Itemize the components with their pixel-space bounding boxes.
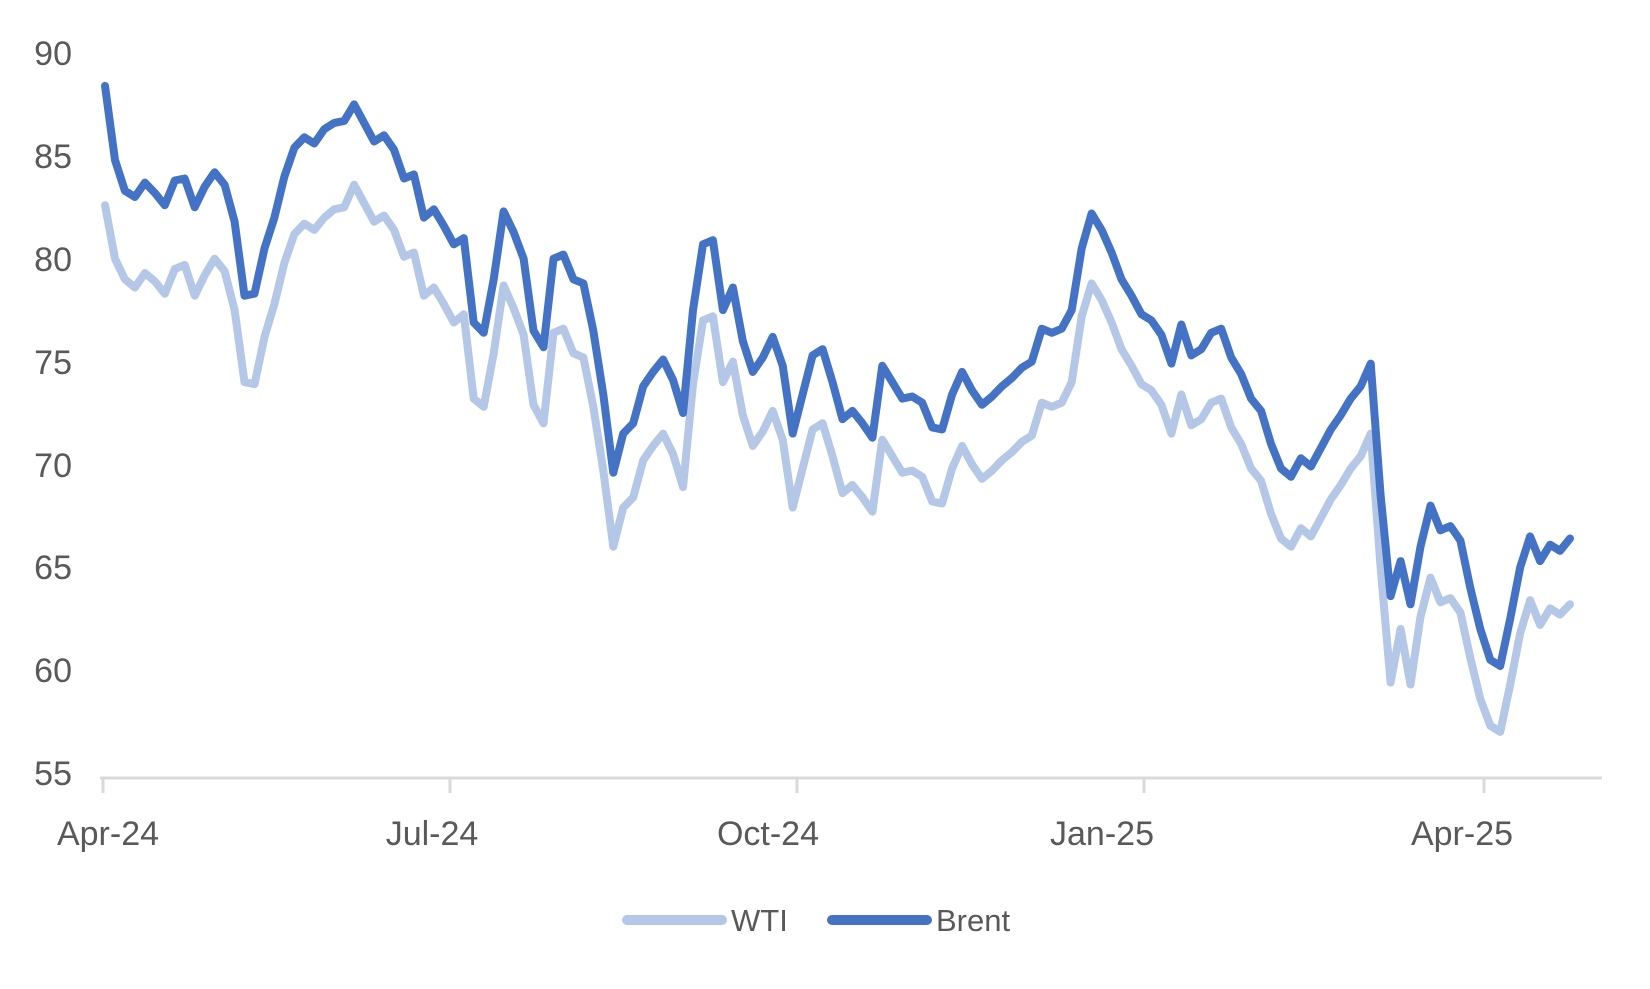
x-axis-label: Oct-24 [717,815,819,853]
y-axis-label: 65 [34,549,72,587]
y-axis-label: 80 [34,241,72,279]
y-axis-label: 60 [34,652,72,690]
x-axis-label: Jan-25 [1050,815,1154,853]
x-axis-label: Apr-25 [1411,815,1513,853]
legend-label-brent: Brent [936,903,1010,938]
plot-area [101,81,1574,736]
x-axis: Apr-24 Jul-24 Oct-24 Jan-25 Apr-25 [57,776,1602,853]
series-line-brent [101,81,1574,670]
legend-label-wti: WTI [731,903,788,938]
y-axis-label: 75 [34,344,72,382]
legend-item-wti: WTI [622,903,788,938]
y-axis-label: 85 [34,138,72,176]
y-axis: 90 85 80 75 70 65 60 55 [34,35,72,793]
x-axis-label: Apr-24 [57,815,159,853]
y-axis-label: 70 [34,447,72,485]
y-axis-label: 55 [34,755,72,793]
series-line-wti [101,180,1574,736]
y-axis-label: 90 [34,35,72,73]
x-axis-label: Jul-24 [386,815,479,853]
legend: WTI Brent [622,903,1010,938]
legend-item-brent: Brent [827,903,1010,938]
